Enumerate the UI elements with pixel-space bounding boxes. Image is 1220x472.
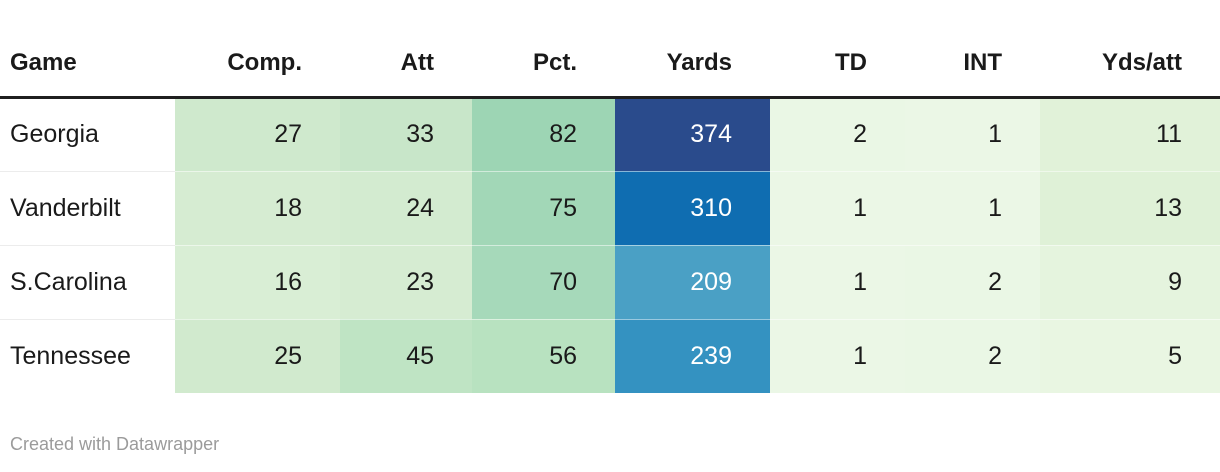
column-header-comp: Comp.: [175, 30, 340, 99]
cell-comp: 16: [175, 244, 340, 319]
cell-pct: 82: [472, 97, 615, 171]
column-header-pct: Pct.: [472, 30, 615, 99]
cell-int: 2: [905, 244, 1040, 319]
cell-ydsatt: 9: [1040, 244, 1220, 319]
cell-td: 1: [770, 244, 905, 319]
column-header-game: Game: [0, 30, 175, 99]
datawrapper-credit-link[interactable]: Created with Datawrapper: [10, 434, 220, 454]
row-label: Vanderbilt: [0, 170, 175, 245]
cell-att: 23: [340, 244, 472, 319]
column-header-int: INT: [905, 30, 1040, 99]
stats-heatmap-table: Game Comp. Att Pct. Yards TD INT Yds/att…: [0, 30, 1220, 393]
cell-yards: 209: [615, 244, 770, 319]
table-header: Game Comp. Att Pct. Yards TD INT Yds/att: [0, 30, 1220, 99]
row-label: Georgia: [0, 97, 175, 171]
table-row-georgia: Georgia 27 33 82 374 2 1 11: [0, 97, 1220, 171]
cell-comp: 25: [175, 318, 340, 393]
cell-comp: 27: [175, 97, 340, 171]
cell-ydsatt: 11: [1040, 97, 1220, 171]
column-header-td: TD: [770, 30, 905, 99]
cell-yards: 374: [615, 97, 770, 171]
cell-ydsatt: 5: [1040, 318, 1220, 393]
cell-pct: 56: [472, 318, 615, 393]
cell-att: 45: [340, 318, 472, 393]
cell-att: 33: [340, 97, 472, 171]
cell-td: 2: [770, 97, 905, 171]
table-body: Georgia 27 33 82 374 2 1 11 Vanderbilt 1…: [0, 97, 1220, 393]
table-row-scarolina: S.Carolina 16 23 70 209 1 2 9: [0, 244, 1220, 319]
cell-yards: 239: [615, 318, 770, 393]
cell-pct: 70: [472, 244, 615, 319]
cell-td: 1: [770, 170, 905, 245]
cell-comp: 18: [175, 170, 340, 245]
header-row: Game Comp. Att Pct. Yards TD INT Yds/att: [0, 30, 1220, 99]
cell-att: 24: [340, 170, 472, 245]
cell-int: 1: [905, 170, 1040, 245]
cell-int: 2: [905, 318, 1040, 393]
cell-pct: 75: [472, 170, 615, 245]
cell-yards: 310: [615, 170, 770, 245]
row-label: S.Carolina: [0, 244, 175, 319]
column-header-att: Att: [340, 30, 472, 99]
column-header-yards: Yards: [615, 30, 770, 99]
column-header-ydsatt: Yds/att: [1040, 30, 1220, 99]
cell-ydsatt: 13: [1040, 170, 1220, 245]
table-row-tennessee: Tennessee 25 45 56 239 1 2 5: [0, 318, 1220, 393]
row-label: Tennessee: [0, 318, 175, 393]
cell-td: 1: [770, 318, 905, 393]
table-row-vanderbilt: Vanderbilt 18 24 75 310 1 1 13: [0, 170, 1220, 245]
cell-int: 1: [905, 97, 1040, 171]
